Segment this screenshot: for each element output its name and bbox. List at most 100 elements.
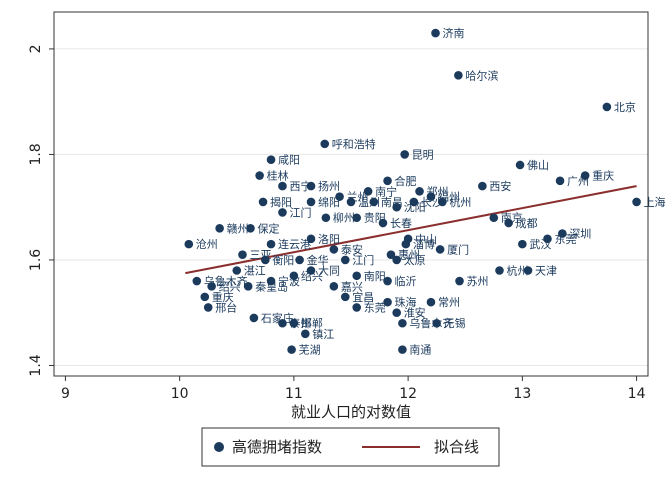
- point-label: 邯郸: [301, 316, 323, 330]
- point-label: 西宁: [289, 179, 311, 193]
- data-point: [261, 255, 270, 265]
- data-point: [432, 318, 441, 328]
- point-label: 无锡: [444, 316, 466, 330]
- point-label: 温州: [358, 196, 380, 209]
- data-point: [246, 223, 255, 233]
- point-label: 柳州: [333, 211, 355, 225]
- point-label: 扬州: [318, 179, 340, 193]
- data-point: [558, 229, 567, 238]
- point-label: 连云港: [278, 238, 311, 251]
- data-point: [504, 218, 513, 228]
- point-label: 赣州: [227, 221, 249, 235]
- data-point: [306, 181, 316, 191]
- point-label: 昆明: [412, 148, 434, 161]
- data-point: [400, 150, 409, 159]
- y-axis: 1.4 1.6 1.8 2: [28, 44, 54, 377]
- legend-marker-points: [214, 442, 224, 452]
- data-point: [306, 234, 316, 244]
- point-label: 深圳: [569, 228, 591, 241]
- data-point: [278, 318, 287, 328]
- data-point: [320, 139, 330, 149]
- point-label: 惠州: [398, 248, 420, 262]
- data-point: [287, 345, 296, 354]
- point-label: 南通: [409, 344, 431, 357]
- data-point: [602, 102, 612, 112]
- point-label: 沈阳: [404, 200, 426, 214]
- x-axis-title: 就业人口的对数值: [291, 403, 411, 421]
- point-label: 三亚: [249, 249, 271, 262]
- point-label: 东莞: [554, 233, 576, 246]
- point-label: 太原: [404, 254, 426, 267]
- data-point: [580, 171, 590, 180]
- point-label: 保定: [257, 221, 279, 235]
- point-label: 乌鲁木齐: [204, 274, 248, 288]
- data-point: [383, 276, 392, 286]
- data-point: [289, 318, 299, 328]
- point-label: 厦门: [447, 242, 469, 256]
- data-point: [340, 292, 350, 302]
- point-label: 西安: [489, 179, 511, 193]
- data-point: [383, 176, 392, 186]
- point-label: 淮安: [404, 306, 426, 320]
- point-label: 哈尔滨: [465, 68, 498, 82]
- data-point: [435, 245, 445, 254]
- data-point: [543, 234, 552, 244]
- data-point: [398, 318, 407, 328]
- x-tick-label: 14: [628, 386, 646, 402]
- data-point: [378, 218, 388, 228]
- point-label: 南阳: [364, 270, 386, 283]
- data-point: [258, 197, 268, 207]
- point-label: 南京: [501, 211, 523, 225]
- point-label: 长春: [390, 217, 412, 230]
- point-label: 南宁: [375, 184, 397, 198]
- point-label: 天津: [535, 264, 557, 277]
- point-label: 江门: [352, 253, 374, 267]
- fit-line: [185, 185, 637, 275]
- data-point: [346, 197, 356, 207]
- data-point: [249, 313, 259, 323]
- data-point: [352, 303, 362, 312]
- point-label: 桂林: [267, 169, 289, 183]
- point-label: 衡阳: [272, 254, 294, 267]
- point-label: 宁波: [278, 274, 300, 288]
- point-label: 乌鲁木齐: [409, 316, 453, 330]
- point-label: 合肥: [395, 174, 417, 188]
- data-point: [329, 245, 339, 254]
- point-label: 常州: [438, 296, 460, 309]
- data-point: [386, 250, 396, 259]
- point-label: 上海: [644, 195, 666, 209]
- y-tick-label: 2: [28, 44, 44, 53]
- data-point: [478, 181, 487, 191]
- x-axis: 9 10 11 12 13 14: [61, 376, 646, 402]
- x-tick-label: 13: [513, 386, 531, 402]
- point-label: 秦皇岛: [255, 279, 288, 293]
- data-point: [255, 171, 264, 180]
- point-label: 咸阳: [278, 154, 300, 167]
- point-label: 湛江: [244, 264, 266, 277]
- fit-line-group: [185, 185, 637, 275]
- data-point: [518, 239, 527, 249]
- point-label: 武汉: [529, 238, 551, 251]
- data-point: [431, 28, 440, 38]
- data-point: [363, 187, 373, 196]
- data-point: [266, 239, 276, 249]
- point-label: 绍兴: [219, 279, 241, 293]
- point-label: 洛阳: [318, 232, 340, 246]
- data-point: [515, 160, 525, 170]
- point-label: 江门: [289, 205, 311, 219]
- y-tick-label: 1.4: [28, 354, 44, 376]
- data-point: [415, 187, 424, 196]
- data-point: [409, 197, 419, 207]
- point-label: 邢台: [215, 300, 237, 314]
- point-label: 北京: [614, 100, 636, 114]
- data-point: [340, 255, 350, 265]
- data-point: [278, 208, 287, 217]
- point-label: 绍兴: [301, 269, 323, 283]
- point-label: 广州: [567, 175, 589, 188]
- point-label: 揭阳: [270, 195, 292, 209]
- data-point: [352, 271, 362, 281]
- point-label: 郑州: [427, 184, 449, 198]
- point-label: 苏州: [467, 275, 489, 288]
- point-label: 绵阳: [318, 195, 340, 209]
